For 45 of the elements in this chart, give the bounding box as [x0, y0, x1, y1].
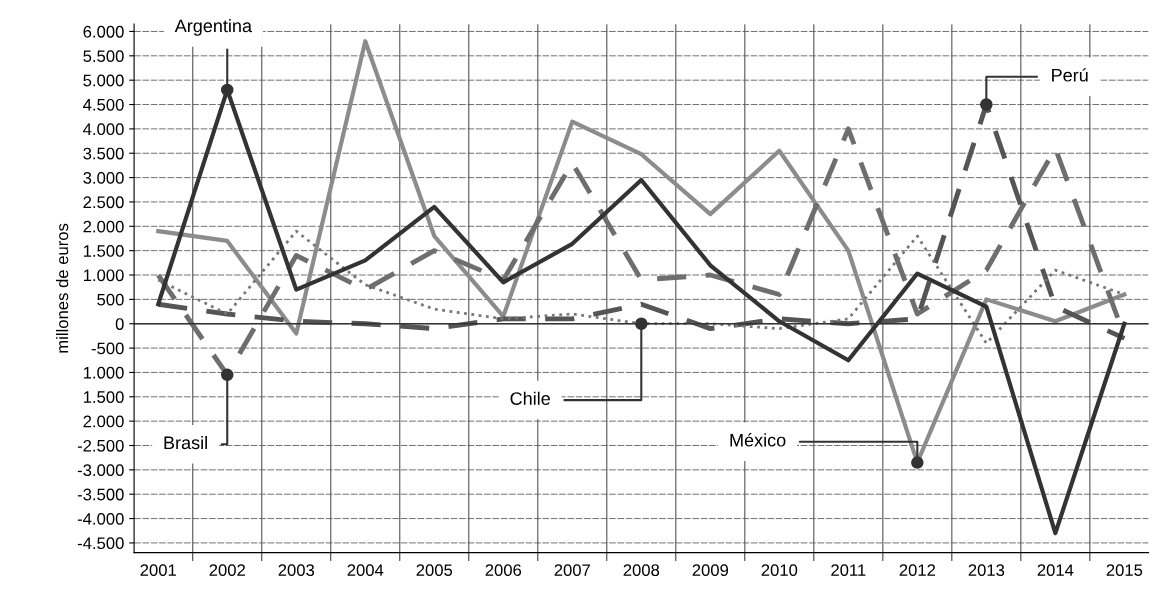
- x-tick-label: 2011: [831, 564, 866, 577]
- y-tick-label: 0: [115, 318, 124, 330]
- point: [980, 98, 993, 111]
- x-tick-label: 2014: [1037, 564, 1074, 577]
- y-tick-label: -500: [91, 342, 124, 355]
- y-tick-label: 5.500: [83, 50, 124, 63]
- y-tick-label: 1.500: [83, 391, 124, 403]
- y-tick-label: 4.000: [83, 123, 124, 136]
- x-tick-label: 2004: [347, 564, 384, 577]
- point: [221, 83, 234, 97]
- y-tick-label: 2.000: [83, 415, 124, 428]
- y-tick-label: 4.500: [83, 98, 124, 111]
- x-tick-label: 2015: [1106, 564, 1143, 577]
- x-tick-label: 2012: [899, 564, 936, 577]
- annotation: Argentina: [174, 19, 253, 36]
- annotation: Perú: [1052, 68, 1088, 82]
- y-tick-label: 500: [97, 293, 124, 306]
- x-tick-label: 2010: [761, 564, 798, 577]
- y-tick-label: -3.000: [77, 464, 124, 477]
- x-tick-label: 2008: [623, 564, 660, 577]
- annotation: México: [730, 433, 786, 447]
- y-tick-label: 2.500: [83, 196, 124, 209]
- y-tick-label: 2.000: [83, 220, 124, 233]
- annotation: Chile: [510, 391, 550, 405]
- y-tick-label: -3.500: [77, 488, 124, 501]
- y-tick-label: 1.000: [83, 269, 124, 282]
- y-tick-label: 5.000: [83, 74, 124, 87]
- x-tick-label: 2007: [554, 564, 590, 577]
- y-tick-label: 1.500: [83, 245, 124, 257]
- y-tick-label: 6.000: [83, 25, 124, 38]
- x-tick-label: 2005: [416, 564, 453, 577]
- y-axis-title: millones de euros: [56, 223, 69, 353]
- x-tick-label: 2001: [140, 564, 176, 577]
- x-tick-label: 2002: [209, 564, 245, 577]
- annotation: Brasil: [164, 435, 207, 450]
- y-tick-label: 3.000: [83, 172, 124, 184]
- y-tick-label: -2.500: [77, 439, 124, 452]
- x-tick-label: 2013: [968, 564, 1005, 577]
- x-tick-label: 2006: [485, 564, 522, 577]
- y-tick-label: -4.000: [77, 512, 124, 525]
- y-tick-label: 3.500: [83, 147, 124, 160]
- y-tick-label: 1.000: [83, 366, 124, 379]
- x-tick-label: 2009: [692, 564, 729, 577]
- x-tick-label: 2003: [278, 564, 315, 577]
- y-tick-label: -4.500: [77, 537, 124, 550]
